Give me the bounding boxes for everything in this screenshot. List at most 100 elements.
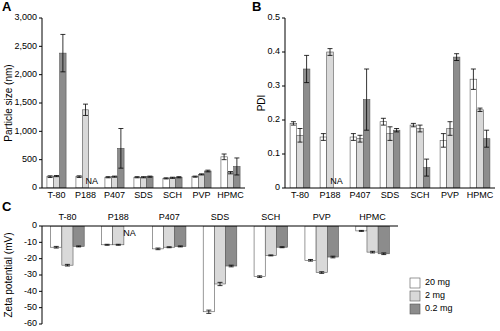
error-cap [441,147,446,148]
error-cap [448,135,453,136]
bar [327,226,338,257]
marks [51,226,390,313]
error-cap [424,159,429,160]
error-bar [478,108,483,111]
error-bar [418,125,423,132]
error-bar [176,177,181,178]
error-line [120,129,121,169]
error-line [220,282,221,285]
error-cap [76,246,81,247]
error-cap [218,285,223,286]
error-cap [364,69,369,70]
x-tick-label: P407 [159,212,180,222]
error-cap [257,277,262,278]
error-line [473,69,474,89]
legend-swatch [410,278,420,288]
y-tick-label: -30 [24,269,37,279]
error-bar [321,134,326,141]
bar [305,226,316,260]
error-bar [364,69,369,130]
error-cap [105,245,110,246]
error-bar [411,123,416,126]
error-cap [308,259,313,260]
error-cap [388,140,393,141]
bar [320,137,327,188]
error-cap [411,123,416,124]
error-cap [471,89,476,90]
error-cap [268,255,273,256]
bar [378,226,389,254]
error-line [360,135,361,142]
error-bar [471,69,476,89]
error-bar [268,254,273,256]
error-cap [147,176,152,177]
error-bar [205,170,210,172]
y-tick [39,103,42,104]
error-bar [65,264,70,266]
x-tick-label: P407 [104,190,125,200]
error-cap [222,154,227,155]
error-cap [60,34,65,35]
x-axis [42,226,398,227]
error-cap [394,128,399,129]
bar [254,226,265,277]
error-bar [328,49,333,56]
error-line [224,154,225,160]
error-cap [298,142,303,143]
error-cap [448,121,453,122]
error-cap [205,171,210,172]
error-cap [135,176,140,177]
error-line [62,34,63,71]
y-axis [285,18,286,188]
error-cap [54,176,59,177]
error-line [366,69,367,130]
y-tick-label: -20 [24,253,37,263]
error-cap [76,245,81,246]
error-bar [164,178,169,179]
error-cap [167,246,172,247]
error-bar [118,129,123,169]
bar [60,53,66,188]
error-bar [76,245,81,247]
error-line [330,49,331,56]
bar [51,226,62,247]
bar [477,110,484,188]
y-tick-label: 1,000 [14,126,37,136]
axis-title: PDI [256,95,267,112]
bar [387,134,394,188]
error-bar [234,158,239,175]
error-cap [381,254,386,255]
bar [176,177,182,188]
bar [470,79,477,188]
panel: CZeta potential (mV)-60-50-40-30-20-100T… [2,199,453,328]
error-bar [359,230,364,232]
x-tick-label: PVP [441,190,459,200]
legend-label: 0.2 mg [425,303,453,313]
error-cap [291,125,296,126]
bar [47,177,53,188]
error-cap [280,247,285,248]
error-line [486,130,487,147]
error-bar [370,251,375,253]
annotation: NA [86,176,99,186]
y-tick [282,188,285,189]
x-tick-label: SDS [134,190,153,200]
error-bar [257,276,262,278]
x-tick-label: HPMC [467,190,494,200]
bar [62,226,73,265]
error-cap [155,249,160,250]
error-cap [364,130,369,131]
error-bar [206,310,211,313]
error-bar [388,127,393,141]
error-line [426,159,427,176]
error-bar [54,246,59,248]
error-line [456,54,457,61]
error-cap [454,53,459,54]
error-cap [65,266,70,267]
error-bar [330,256,335,258]
error-bar [351,134,356,141]
error-cap [308,261,313,262]
y-tick [39,131,42,132]
y-tick-label: -50 [24,302,37,312]
error-cap [454,60,459,61]
